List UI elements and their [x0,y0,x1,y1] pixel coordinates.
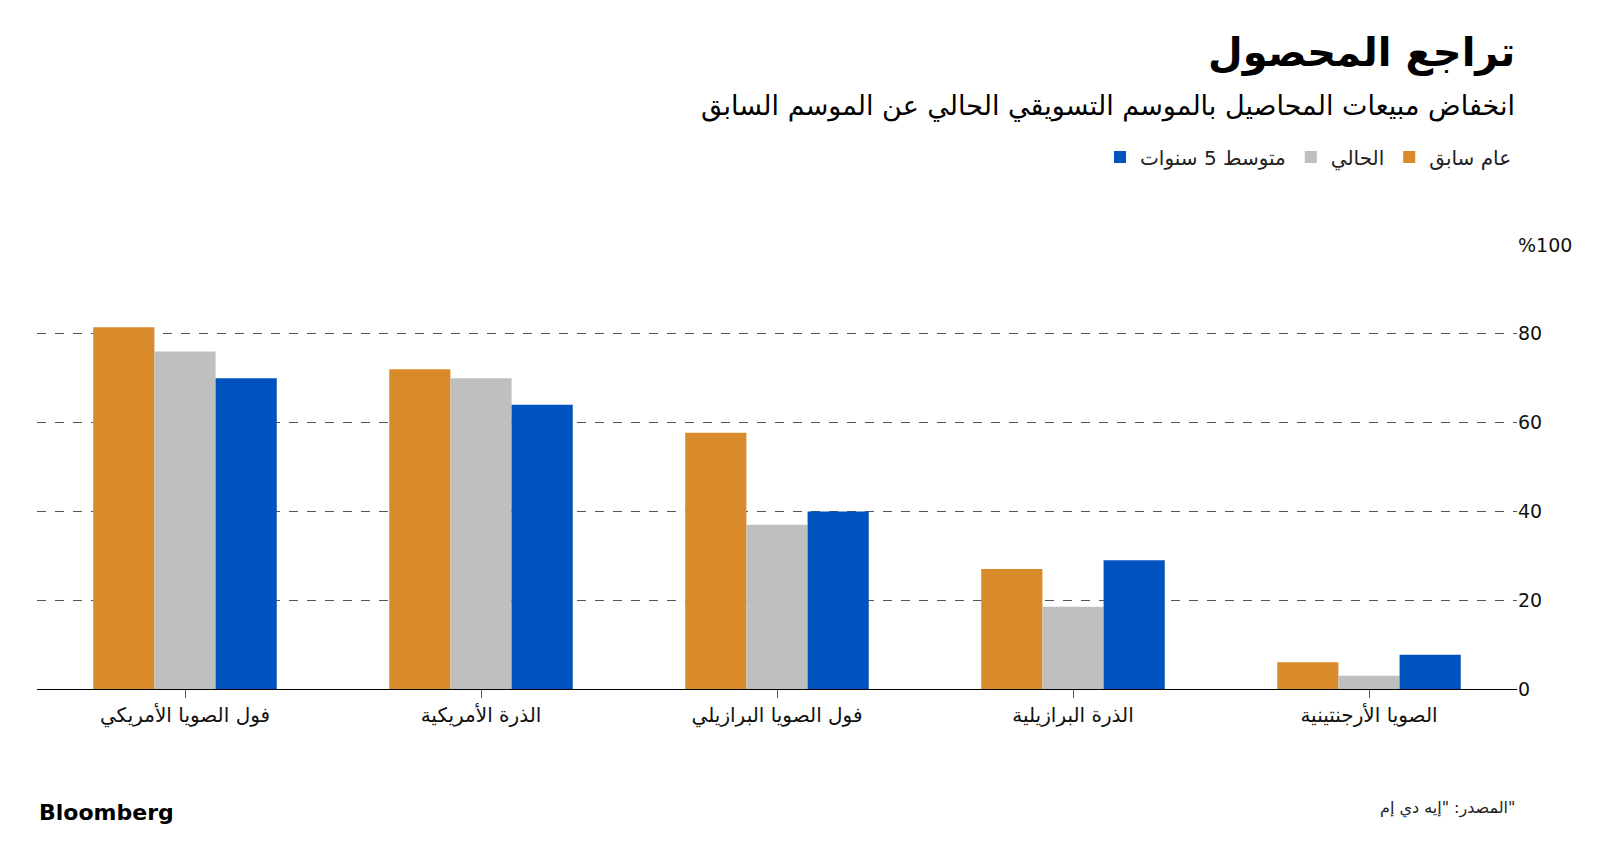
svg-text:الصويا الأرجنتينية: الصويا الأرجنتينية [1300,703,1437,727]
svg-text:عام سابق: عام سابق [1429,146,1511,170]
svg-text:متوسط 5 سنوات: متوسط 5 سنوات [1140,146,1286,170]
svg-text:0: 0 [1518,678,1530,700]
svg-text:المصدر: "إيه دي إم": المصدر: "إيه دي إم" [1380,798,1515,818]
svg-text:40: 40 [1518,500,1542,522]
svg-text:فول الصويا البرازيلي: فول الصويا البرازيلي [692,703,863,728]
svg-text:فول الصويا الأمريكي: فول الصويا الأمريكي [100,703,270,728]
svg-text:الحالي: الحالي [1331,146,1384,171]
svg-text:80: 80 [1518,322,1542,344]
svg-text:انخفاض مبيعات المحاصيل بالموسم: انخفاض مبيعات المحاصيل بالموسم التسويقي … [701,90,1515,122]
svg-text:60: 60 [1518,411,1542,433]
svg-text:الذرة الأمريكية: الذرة الأمريكية [421,703,542,727]
svg-text:%100: %100 [1518,234,1572,256]
svg-text:تراجع المحصول: تراجع المحصول [1208,29,1515,76]
svg-text:الذرة البرازيلية: الذرة البرازيلية [1012,703,1134,727]
svg-text:20: 20 [1518,589,1542,611]
svg-text:Bloomberg: Bloomberg [39,800,174,825]
